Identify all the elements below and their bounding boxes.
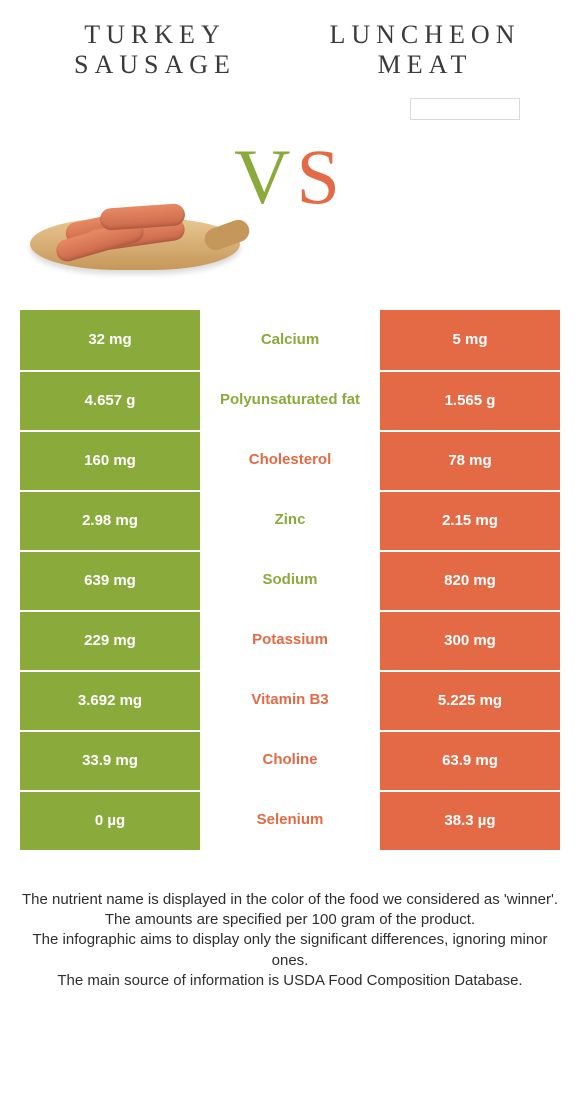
table-row: 33.9 mgCholine63.9 mg — [20, 730, 560, 790]
photo-row: VS — [0, 90, 580, 310]
footer-line: The amounts are specified per 100 gram o… — [16, 910, 564, 930]
nutrient-name: Potassium — [200, 631, 380, 648]
left-value: 160 mg — [20, 430, 200, 490]
title-left-line2: SAUSAGE — [74, 50, 236, 79]
right-value: 78 mg — [380, 430, 560, 490]
left-value: 32 mg — [20, 310, 200, 370]
nutrient-name: Cholesterol — [200, 451, 380, 468]
food-right-image — [410, 98, 520, 120]
title-left: TURKEY SAUSAGE — [40, 20, 270, 80]
right-value: 38.3 µg — [380, 790, 560, 850]
title-left-line1: TURKEY — [84, 20, 225, 49]
food-left-image — [30, 150, 240, 280]
title-right-line2: MEAT — [378, 50, 473, 79]
footer-line: The nutrient name is displayed in the co… — [16, 890, 564, 910]
table-row: 0 µgSelenium38.3 µg — [20, 790, 560, 850]
title-right-line1: LUNCHEON — [330, 20, 521, 49]
right-value: 2.15 mg — [380, 490, 560, 550]
left-value: 4.657 g — [20, 370, 200, 430]
header: TURKEY SAUSAGE LUNCHEON MEAT — [0, 0, 580, 90]
left-value: 2.98 mg — [20, 490, 200, 550]
left-value: 639 mg — [20, 550, 200, 610]
table-row: 4.657 gPolyunsaturated fat1.565 g — [20, 370, 560, 430]
nutrient-table: 32 mgCalcium5 mg4.657 gPolyunsaturated f… — [0, 310, 580, 850]
right-value: 820 mg — [380, 550, 560, 610]
nutrient-name: Calcium — [200, 331, 380, 348]
title-right: LUNCHEON MEAT — [310, 20, 540, 80]
footer-notes: The nutrient name is displayed in the co… — [0, 850, 580, 991]
nutrient-name: Choline — [200, 751, 380, 768]
left-value: 33.9 mg — [20, 730, 200, 790]
nutrient-name: Zinc — [200, 511, 380, 528]
footer-line: The infographic aims to display only the… — [16, 930, 564, 971]
right-value: 300 mg — [380, 610, 560, 670]
right-value: 63.9 mg — [380, 730, 560, 790]
nutrient-name: Vitamin B3 — [200, 691, 380, 708]
right-value: 5 mg — [380, 310, 560, 370]
table-row: 229 mgPotassium300 mg — [20, 610, 560, 670]
left-value: 3.692 mg — [20, 670, 200, 730]
left-value: 229 mg — [20, 610, 200, 670]
right-value: 5.225 mg — [380, 670, 560, 730]
vs-label: VS — [234, 132, 346, 222]
table-row: 32 mgCalcium5 mg — [20, 310, 560, 370]
left-value: 0 µg — [20, 790, 200, 850]
table-row: 2.98 mgZinc2.15 mg — [20, 490, 560, 550]
nutrient-name: Sodium — [200, 571, 380, 588]
footer-line: The main source of information is USDA F… — [16, 971, 564, 991]
right-value: 1.565 g — [380, 370, 560, 430]
nutrient-name: Polyunsaturated fat — [200, 391, 380, 408]
table-row: 639 mgSodium820 mg — [20, 550, 560, 610]
nutrient-name: Selenium — [200, 811, 380, 828]
table-row: 160 mgCholesterol78 mg — [20, 430, 560, 490]
table-row: 3.692 mgVitamin B35.225 mg — [20, 670, 560, 730]
